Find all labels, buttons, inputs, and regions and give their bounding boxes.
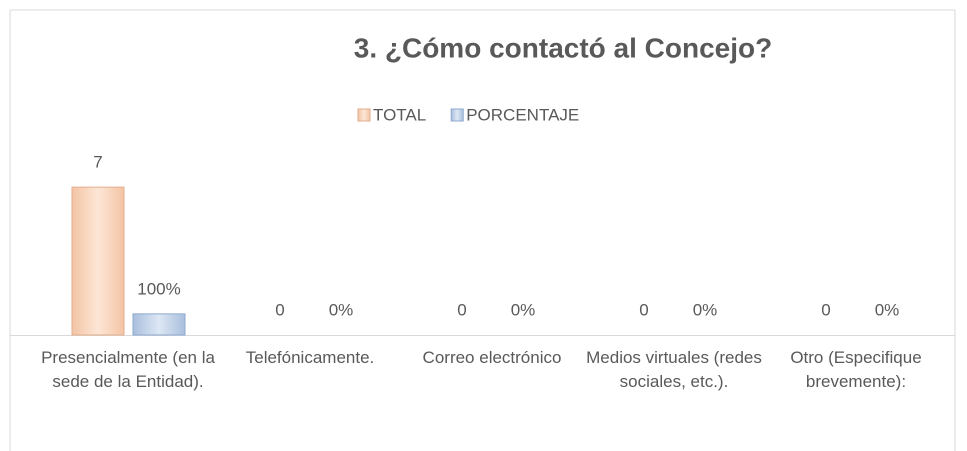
x-tick-label: Correo electrónico bbox=[422, 348, 562, 367]
legend-label: PORCENTAJE bbox=[466, 105, 579, 124]
data-label: 0 bbox=[457, 300, 466, 319]
bar bbox=[71, 186, 125, 336]
data-label: 0% bbox=[693, 300, 718, 319]
data-label: 100% bbox=[137, 279, 180, 298]
legend-swatch bbox=[450, 108, 464, 122]
data-label: 0 bbox=[275, 300, 284, 319]
data-label: 0 bbox=[821, 300, 830, 319]
legend-swatch bbox=[357, 108, 371, 122]
data-label: 0% bbox=[511, 300, 536, 319]
data-label: 7 bbox=[93, 153, 102, 172]
legend-label: TOTAL bbox=[373, 105, 426, 124]
x-tick-label: Presencialmente (en la sede de la Entida… bbox=[41, 348, 215, 391]
data-label: 0% bbox=[329, 300, 354, 319]
x-tick-label: Telefónicamente. bbox=[245, 348, 375, 367]
data-label: 0% bbox=[875, 300, 900, 319]
data-label: 0 bbox=[639, 300, 648, 319]
bar bbox=[132, 313, 186, 336]
chart-title: 3. ¿Cómo contactó al Concejo? bbox=[354, 32, 772, 63]
x-tick-label: Otro (Especifique brevemente): bbox=[790, 348, 922, 391]
x-tick-label: Medios virtuales (redes sociales, etc.). bbox=[586, 348, 762, 391]
